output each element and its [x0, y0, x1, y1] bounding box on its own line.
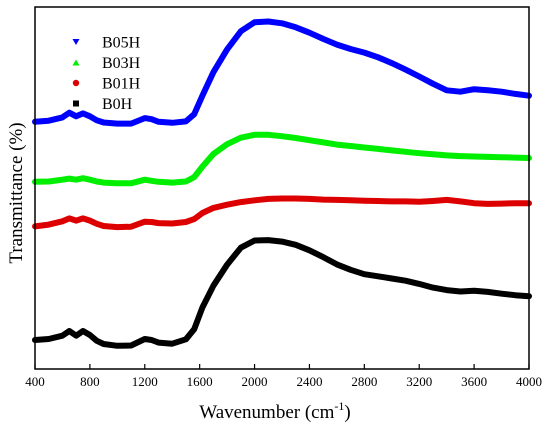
- legend-label-B01H: B01H: [102, 76, 141, 93]
- x-tick-label-1600: 1600: [187, 374, 213, 389]
- legend-label-B05H: B05H: [102, 35, 141, 52]
- x-tick-label-2000: 2000: [242, 374, 268, 389]
- x-tick-label-800: 800: [80, 374, 100, 389]
- legend-marker-B01H: [72, 79, 80, 87]
- series-line-B0H: [32, 237, 532, 349]
- x-tick-label-2400: 2400: [296, 374, 322, 389]
- legend-marker-B03H: [72, 59, 80, 66]
- legend-label-B03H: B03H: [102, 55, 141, 72]
- series-line-B03H: [32, 131, 532, 187]
- series-layer: [32, 18, 532, 349]
- x-tick-label-3200: 3200: [406, 374, 432, 389]
- x-axis-title-main: Wavenumber (cm: [199, 402, 334, 423]
- x-tick-label-3600: 3600: [461, 374, 487, 389]
- tick-layer: 400 800 1200 1600 2000 2400 2800 3200 3600 4000: [25, 364, 542, 389]
- legend-label-B0H: B0H: [102, 96, 133, 113]
- x-tick-label-400: 400: [25, 374, 45, 389]
- x-tick-label-1200: 1200: [132, 374, 158, 389]
- series-line-B05H: [32, 18, 532, 127]
- legend-marker-B0H: [73, 100, 79, 107]
- x-tick-label-4000: 4000: [516, 374, 542, 389]
- plot-frame: [34, 6, 530, 370]
- legend-marker-B05H: [72, 39, 80, 45]
- y-axis-title: Transmittance (%): [6, 122, 27, 263]
- x-axis-title-superscript: -1: [334, 399, 344, 413]
- legend: B05H B03H B01H B0H: [72, 35, 141, 113]
- x-axis-title: Wavenumber (cm-1): [199, 399, 350, 423]
- x-tick-label-2800: 2800: [351, 374, 377, 389]
- series-line-B01H: [32, 195, 532, 231]
- x-axis-title-close: ): [344, 402, 350, 423]
